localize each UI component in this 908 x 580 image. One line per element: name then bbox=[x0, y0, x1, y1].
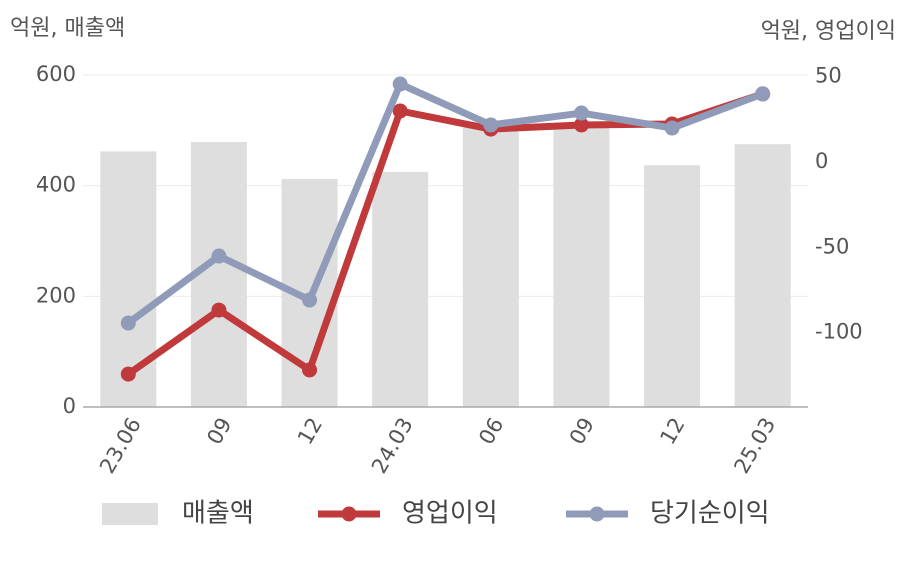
bar bbox=[190, 141, 247, 407]
legend-label: 당기순이익 bbox=[650, 499, 770, 529]
x-tick-label: 09 bbox=[202, 414, 236, 449]
y-tick-label: 200 bbox=[36, 283, 76, 307]
y2-tick-label: 50 bbox=[815, 64, 842, 88]
point bbox=[211, 248, 227, 264]
legend-label: 매출액 bbox=[182, 499, 254, 529]
bar bbox=[372, 171, 429, 407]
y-tick-label: 400 bbox=[36, 173, 76, 197]
point bbox=[120, 366, 136, 382]
legend-marker bbox=[589, 506, 605, 522]
y2-tick-label: -100 bbox=[815, 320, 863, 344]
bar bbox=[462, 127, 519, 407]
point bbox=[483, 117, 499, 133]
point bbox=[755, 86, 771, 102]
x-tick-label: 06 bbox=[474, 414, 508, 449]
y-tick-label: 0 bbox=[63, 394, 76, 418]
point bbox=[120, 315, 136, 331]
x-tick-label: 24.03 bbox=[367, 414, 418, 478]
y-tick-label: 600 bbox=[36, 62, 76, 86]
point bbox=[302, 292, 318, 308]
point bbox=[573, 117, 589, 133]
legend-label: 영업이익 bbox=[402, 499, 498, 529]
legend-marker bbox=[341, 506, 357, 522]
bar bbox=[553, 125, 610, 407]
x-tick-label: 12 bbox=[293, 414, 327, 449]
y2-tick-label: -50 bbox=[815, 234, 849, 258]
y2-axis-label: 억원, 영업이익 bbox=[761, 19, 896, 44]
x-tick-label: 23.06 bbox=[95, 414, 146, 478]
point bbox=[392, 103, 408, 119]
line-series bbox=[120, 76, 771, 331]
point bbox=[573, 105, 589, 121]
point bbox=[392, 76, 408, 92]
legend-swatch bbox=[102, 503, 158, 525]
line bbox=[126, 80, 764, 326]
y-axis-label: 억원, 매출액 bbox=[10, 16, 125, 41]
point bbox=[211, 302, 227, 318]
x-tick-label: 09 bbox=[565, 414, 599, 449]
x-tick-label: 25.03 bbox=[729, 414, 780, 478]
y2-tick-label: 0 bbox=[815, 149, 828, 173]
bar bbox=[644, 165, 701, 407]
bar bbox=[734, 144, 791, 407]
point bbox=[302, 362, 318, 378]
point bbox=[664, 120, 680, 136]
x-tick-label: 12 bbox=[655, 414, 689, 449]
